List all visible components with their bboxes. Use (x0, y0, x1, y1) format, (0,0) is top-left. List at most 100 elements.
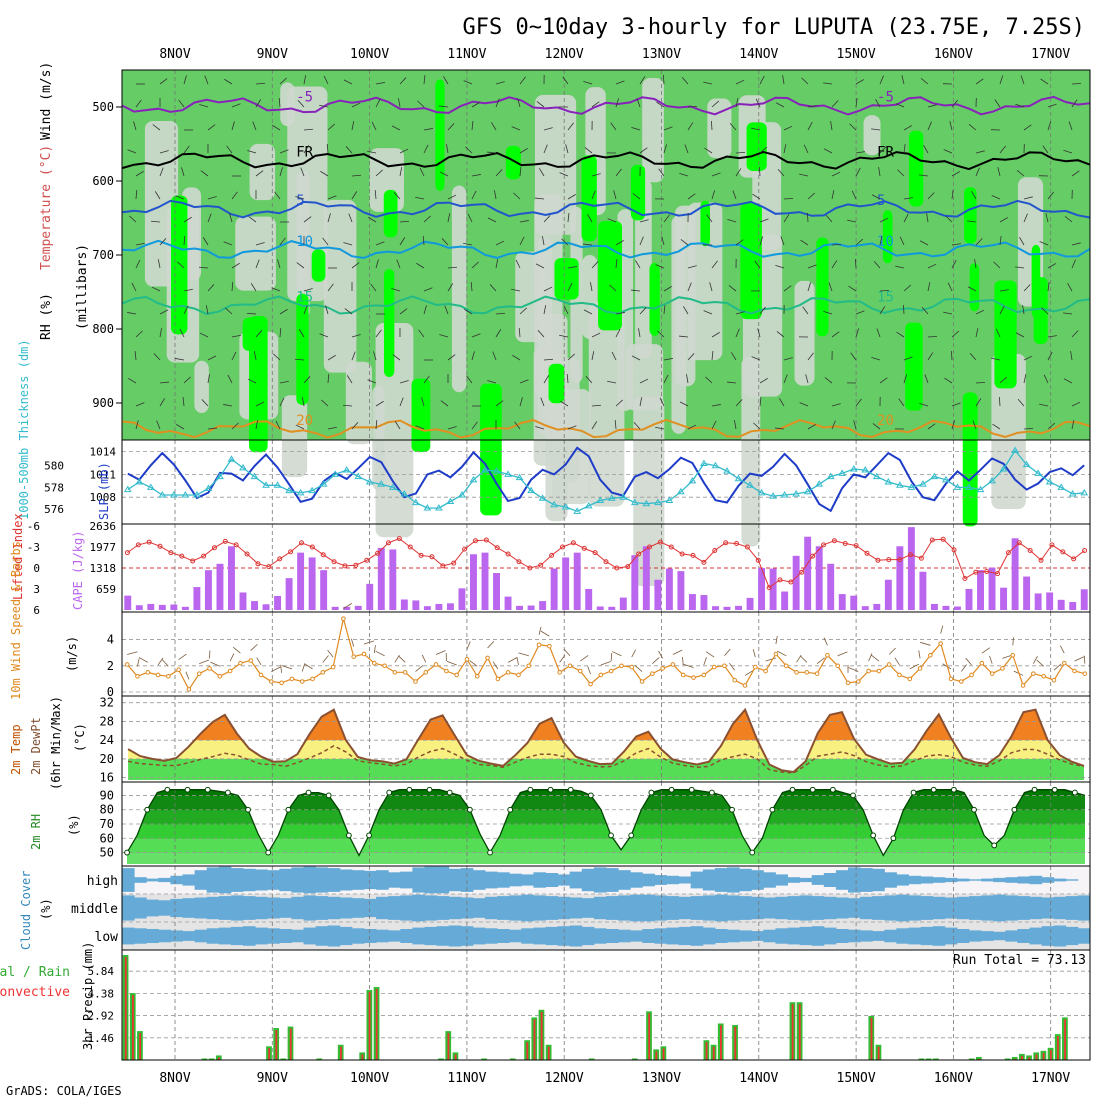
thickness-point (573, 507, 582, 514)
lifted-index-point (614, 565, 620, 571)
pressure-tick-label: 600 (92, 174, 114, 188)
wind-barb (231, 121, 235, 131)
rh-dry-patch (671, 215, 687, 434)
wind-barb (735, 151, 746, 154)
thickness-point (388, 483, 397, 490)
wind-barb (875, 99, 881, 108)
wind-barb (981, 647, 991, 654)
cloud-cell (134, 877, 147, 883)
wind-barb (279, 167, 283, 177)
wind-barb (663, 144, 668, 154)
precip-tick-label: 5.84 (88, 965, 115, 978)
temp-tick-label: 20 (100, 752, 114, 766)
thickness-point (988, 476, 996, 484)
wind-barb (903, 125, 912, 131)
thickness-point (1045, 478, 1054, 485)
cloud-cell (364, 898, 377, 918)
wind-barb (1071, 170, 1080, 177)
cloud-cell (799, 895, 813, 921)
wind-speed-point (258, 672, 264, 678)
wind-barb (351, 422, 359, 430)
rh-point (870, 832, 877, 839)
wind-speed-point (310, 676, 315, 682)
rh-dry-patch (280, 82, 295, 127)
wind-barb (999, 145, 1006, 154)
cloud-cell (787, 927, 801, 945)
rh-point (124, 849, 130, 856)
wind-barb (868, 653, 873, 662)
cloud-cell (593, 896, 607, 920)
rh-moist-patch (905, 322, 923, 411)
wind-barb (855, 167, 861, 177)
cloud-cell (388, 872, 401, 888)
wind-barb (343, 242, 353, 246)
wind-barb (759, 218, 769, 223)
convective-bar (289, 1028, 292, 1060)
lifted-index-point (288, 549, 294, 555)
cloud-cell (920, 896, 934, 920)
rh-point (1071, 789, 1078, 796)
wind-barb (542, 236, 545, 246)
rh-tick-label: 60 (100, 831, 114, 845)
cloud-cell (1041, 877, 1055, 883)
convective-bar (132, 995, 134, 1060)
wind-barb (871, 356, 881, 361)
rh-point (688, 786, 695, 793)
cloud-cell (848, 929, 861, 943)
wind-barb (519, 148, 528, 154)
lifted-index-point (505, 551, 511, 557)
wind-barb (565, 144, 569, 154)
wind-barb (1047, 351, 1053, 361)
cloud-cell (920, 926, 934, 946)
wind-barb (744, 669, 754, 676)
wind-speed-point (732, 677, 738, 683)
cape-bar (354, 605, 362, 610)
wind-barb (319, 333, 329, 338)
wind-barb (415, 665, 424, 672)
wind-barb (351, 351, 356, 361)
wind-barb (823, 82, 833, 85)
cape-bar (1034, 593, 1042, 610)
wind-barb (614, 419, 617, 430)
wind-barb (199, 104, 209, 108)
cloud-cell (823, 873, 837, 887)
wind-barb (246, 312, 257, 315)
wind-barb (735, 98, 739, 108)
convective-bar (533, 1019, 536, 1060)
wind-barb (999, 75, 1004, 85)
cloud-cell (291, 929, 304, 943)
wind-barb (927, 263, 937, 269)
cloud-cell (690, 871, 704, 889)
cloud-cell (303, 895, 317, 921)
wind-barb (375, 329, 382, 338)
wind-speed-point (680, 672, 686, 678)
cloud-cell (448, 925, 462, 947)
cape-bar (977, 570, 984, 610)
wind-barb (663, 214, 670, 223)
wind-barb (423, 144, 429, 154)
thickness-point (423, 504, 432, 511)
wind-barb (1068, 121, 1073, 131)
lifted-index-point (755, 557, 761, 563)
wind-barb (495, 81, 505, 85)
cloud-cell (642, 873, 655, 887)
wind-barb (1023, 374, 1027, 384)
lifted-index-point (973, 569, 979, 575)
wind-barb (945, 215, 953, 223)
wind-barb (1071, 242, 1081, 246)
lifted-index-point (821, 542, 827, 548)
cloud-cell (303, 866, 317, 894)
wind-barb (927, 335, 938, 338)
wind-barb (639, 147, 648, 154)
wind-barb (271, 287, 281, 292)
panel-frame (121, 611, 1091, 697)
cape-bar (389, 549, 397, 610)
rh-point (406, 786, 413, 793)
rh-point (950, 786, 957, 793)
wind-barb (807, 105, 817, 108)
cloud-cell (606, 896, 619, 920)
rh-point (184, 786, 191, 793)
cloud-cell (908, 895, 922, 921)
wind-barb (327, 123, 335, 131)
wind-barb (198, 266, 209, 269)
